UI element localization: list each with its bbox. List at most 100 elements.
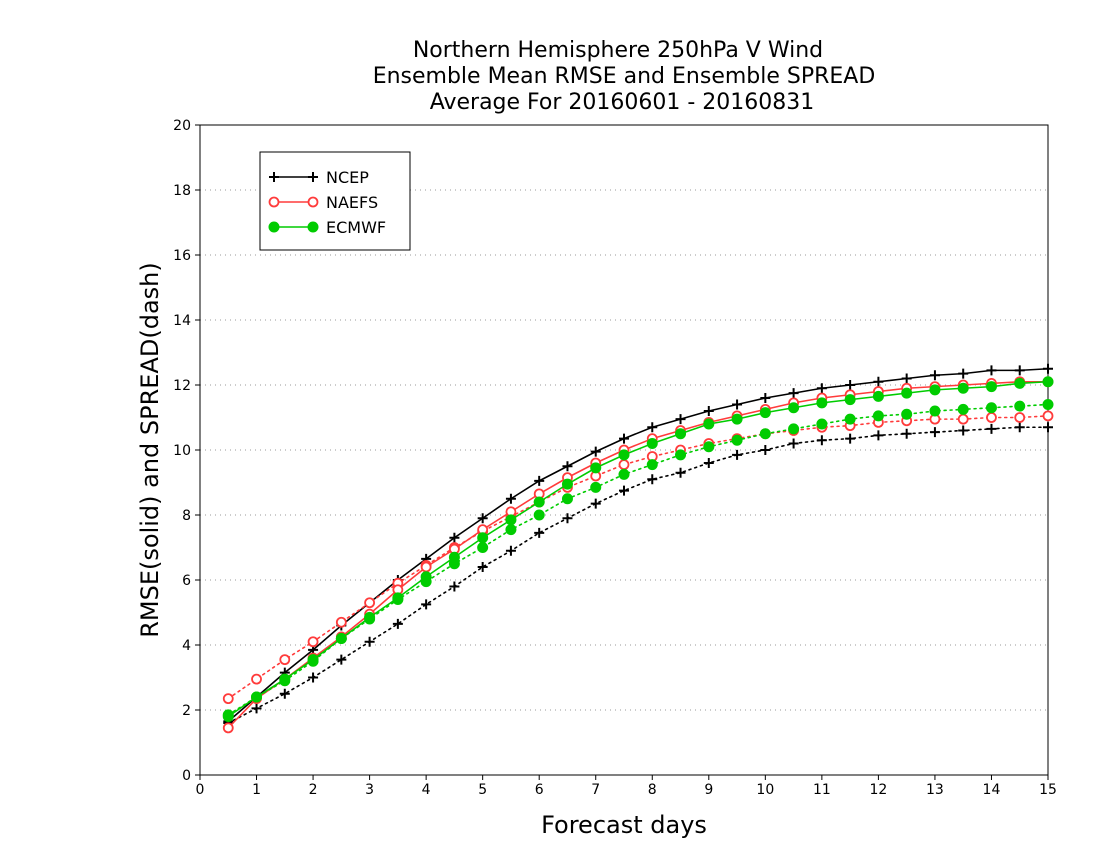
y-tick-label: 6 [182,573,191,589]
ecmwf-spread-point [985,402,997,414]
ncep-spread-point [336,654,347,665]
ecmwf-spread-point [1042,399,1054,410]
series-ncep [223,363,1053,728]
x-tick-label: 15 [1039,782,1057,798]
ncep-rmse-point [1043,363,1053,374]
ncep-spread-point [816,435,827,446]
legend-item-naefs: NAEFS [268,193,378,212]
ncep-spread-point [1043,422,1053,433]
ncep-rmse-point [534,475,545,486]
ecmwf-rmse-point [844,394,856,406]
legend: NCEP NAEFS ECMWF [259,151,411,251]
x-tick-label: 13 [926,782,944,798]
ncep-spread-point [279,688,290,699]
naefs-rmse-point [420,561,432,573]
ecmwf-rmse-point [929,384,941,396]
naefs-spread-point [1014,412,1026,423]
ecmwf-spread-point [505,524,517,536]
title-line-2: Ensemble Mean RMSE and Ensemble SPREAD [373,64,876,89]
ncep-spread-point [619,485,629,496]
ecmwf-spread-point [788,423,800,435]
ecmwf-rmse-point [561,478,573,490]
ecmwf-spread-point [561,493,573,505]
ncep-spread-point [562,513,573,524]
x-tick-label: 6 [535,782,544,798]
ncep-rmse-point [619,433,629,444]
ecmwf-rmse-point [675,428,687,440]
ncep-rmse-line [227,367,1049,722]
ecmwf-rmse-point [392,592,404,604]
ncep-rmse-point [958,368,969,379]
x-tick-label: 1 [252,782,261,798]
legend-label: NCEP [326,168,369,187]
legend-marker [268,196,280,208]
x-tick-label: 10 [756,782,774,798]
y-tick-label: 18 [173,183,191,199]
x-tick-label: 3 [365,782,374,798]
ncep-spread-point [760,445,771,455]
legend-item-ecmwf: ECMWF [268,218,386,237]
series-ecmwf [222,376,1054,722]
ecmwf-rmse-point [307,654,319,666]
ncep-spread-point [364,636,375,647]
ncep-rmse-point [873,376,884,387]
legend-marker [268,221,280,233]
ncep-spread-point [449,581,460,592]
ncep-rmse-point [449,532,460,543]
series-naefs [222,376,1054,734]
ecmwf-rmse-point [448,551,460,563]
ncep-spread-point [421,599,432,610]
ecmwf-rmse-point [1042,376,1054,388]
ecmwf-rmse-point [703,418,715,430]
ncep-rmse-point [816,383,827,394]
ncep-rmse-point [703,406,714,416]
ncep-rmse-point [732,399,743,410]
ncep-rmse-point [647,422,658,433]
ecmwf-rmse-point [590,462,602,474]
ecmwf-rmse-point [477,532,489,544]
ncep-spread-point [1014,422,1025,433]
ecmwf-spread-point [872,410,884,422]
ecmwf-rmse-point [731,413,743,425]
ecmwf-rmse-point [420,571,432,583]
ncep-spread-point [251,703,262,714]
y-tick-label: 2 [182,703,191,719]
naefs-rmse-point [222,722,234,734]
ncep-rmse-point [986,365,997,376]
ncep-spread-point [703,458,714,468]
naefs-spread-point [251,673,262,685]
ecmwf-rmse-point [251,691,263,703]
naefs-spread-point [618,459,630,471]
ncep-spread-point [675,467,686,478]
ecmwf-spread-point [929,405,941,417]
legend-marker [307,221,319,233]
ncep-rmse-point [1014,365,1025,376]
y-tick-label: 14 [173,313,191,329]
x-axis-label: Forecast days [541,811,707,839]
ncep-spread-point [873,430,884,441]
ecmwf-rmse-point [505,514,517,526]
x-tick-label: 9 [704,782,713,798]
ecmwf-spread-point [646,459,658,471]
ecmwf-rmse-point [872,390,884,402]
x-tick-label: 7 [591,782,600,798]
title-line-3: Average For 20160601 - 20160831 [430,90,815,115]
ncep-spread-point [647,474,658,485]
ncep-rmse-point [929,370,940,381]
x-axis-ticks: 0 1 2 3 4 5 6 7 8 9 10 11 12 13 14 15 [196,775,1057,798]
ncep-spread-line [227,426,1049,724]
ncep-rmse-point [590,446,601,457]
ecmwf-spread-line [227,403,1049,716]
ncep-rmse-point [845,380,856,390]
ecmwf-spread-point [703,441,715,453]
ecmwf-spread-point [590,481,602,493]
naefs-spread-line [227,415,1049,700]
legend-label: NAEFS [326,193,378,212]
naefs-spread-point [222,693,234,705]
legend-box [259,151,411,251]
ecmwf-rmse-point [279,673,291,685]
x-tick-label: 2 [309,782,318,798]
ncep-spread-point [986,423,997,434]
title-line-1: Northern Hemisphere 250hPa V Wind [413,38,823,63]
ecmwf-rmse-point [788,402,800,414]
